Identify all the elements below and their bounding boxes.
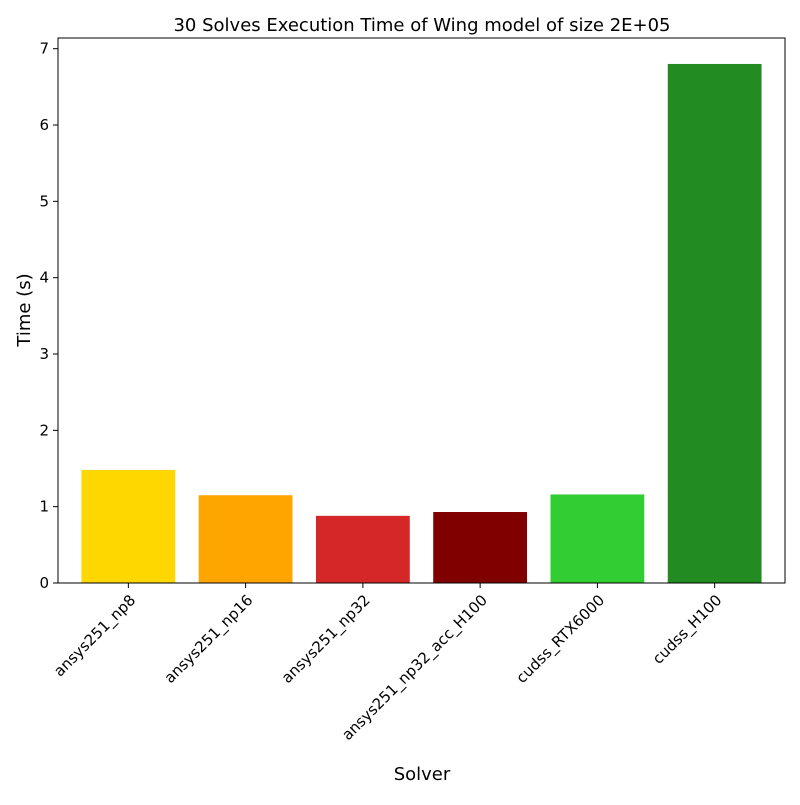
plot-frame [57,37,786,584]
y-tick-label: 4 [39,269,49,287]
x-tick-label: cudss_H100 [649,591,726,668]
y-tick-label: 0 [39,574,49,592]
y-tick-label: 5 [39,192,49,210]
x-tick-label: ansys251_np16 [161,591,257,687]
x-tick-label: cudss_RTX6000 [513,591,609,687]
y-axis-ticks: 0 1 2 3 4 5 6 7 [39,40,58,592]
bar-ansys251_np16 [198,495,293,583]
x-axis-ticks: ansys251_np8 ansys251_np16 ansys251_np32an… [50,583,726,745]
x-axis-label: Solver [394,764,451,785]
y-tick-label: 6 [39,116,49,134]
bar-ansys251_np32 [315,515,410,583]
bar-cudss_H100 [667,63,762,583]
bar-cudss_RTX6000 [550,494,645,583]
y-tick-label: 1 [39,498,49,516]
bar-ansys251_np32_acc_H100 [433,512,528,583]
bar-ansys251_np8 [81,470,176,583]
y-tick-label: 3 [39,345,49,363]
y-tick-label: 7 [39,40,49,58]
y-axis-label: Time (s) [14,273,35,347]
x-tick-label: ansys251_np32 [278,591,374,687]
chart-title: 30 Solves Execution Time of Wing model o… [173,15,670,36]
y-tick-label: 2 [39,421,49,439]
bars [81,63,762,583]
x-tick-label: ansys251_np8 [50,591,140,681]
